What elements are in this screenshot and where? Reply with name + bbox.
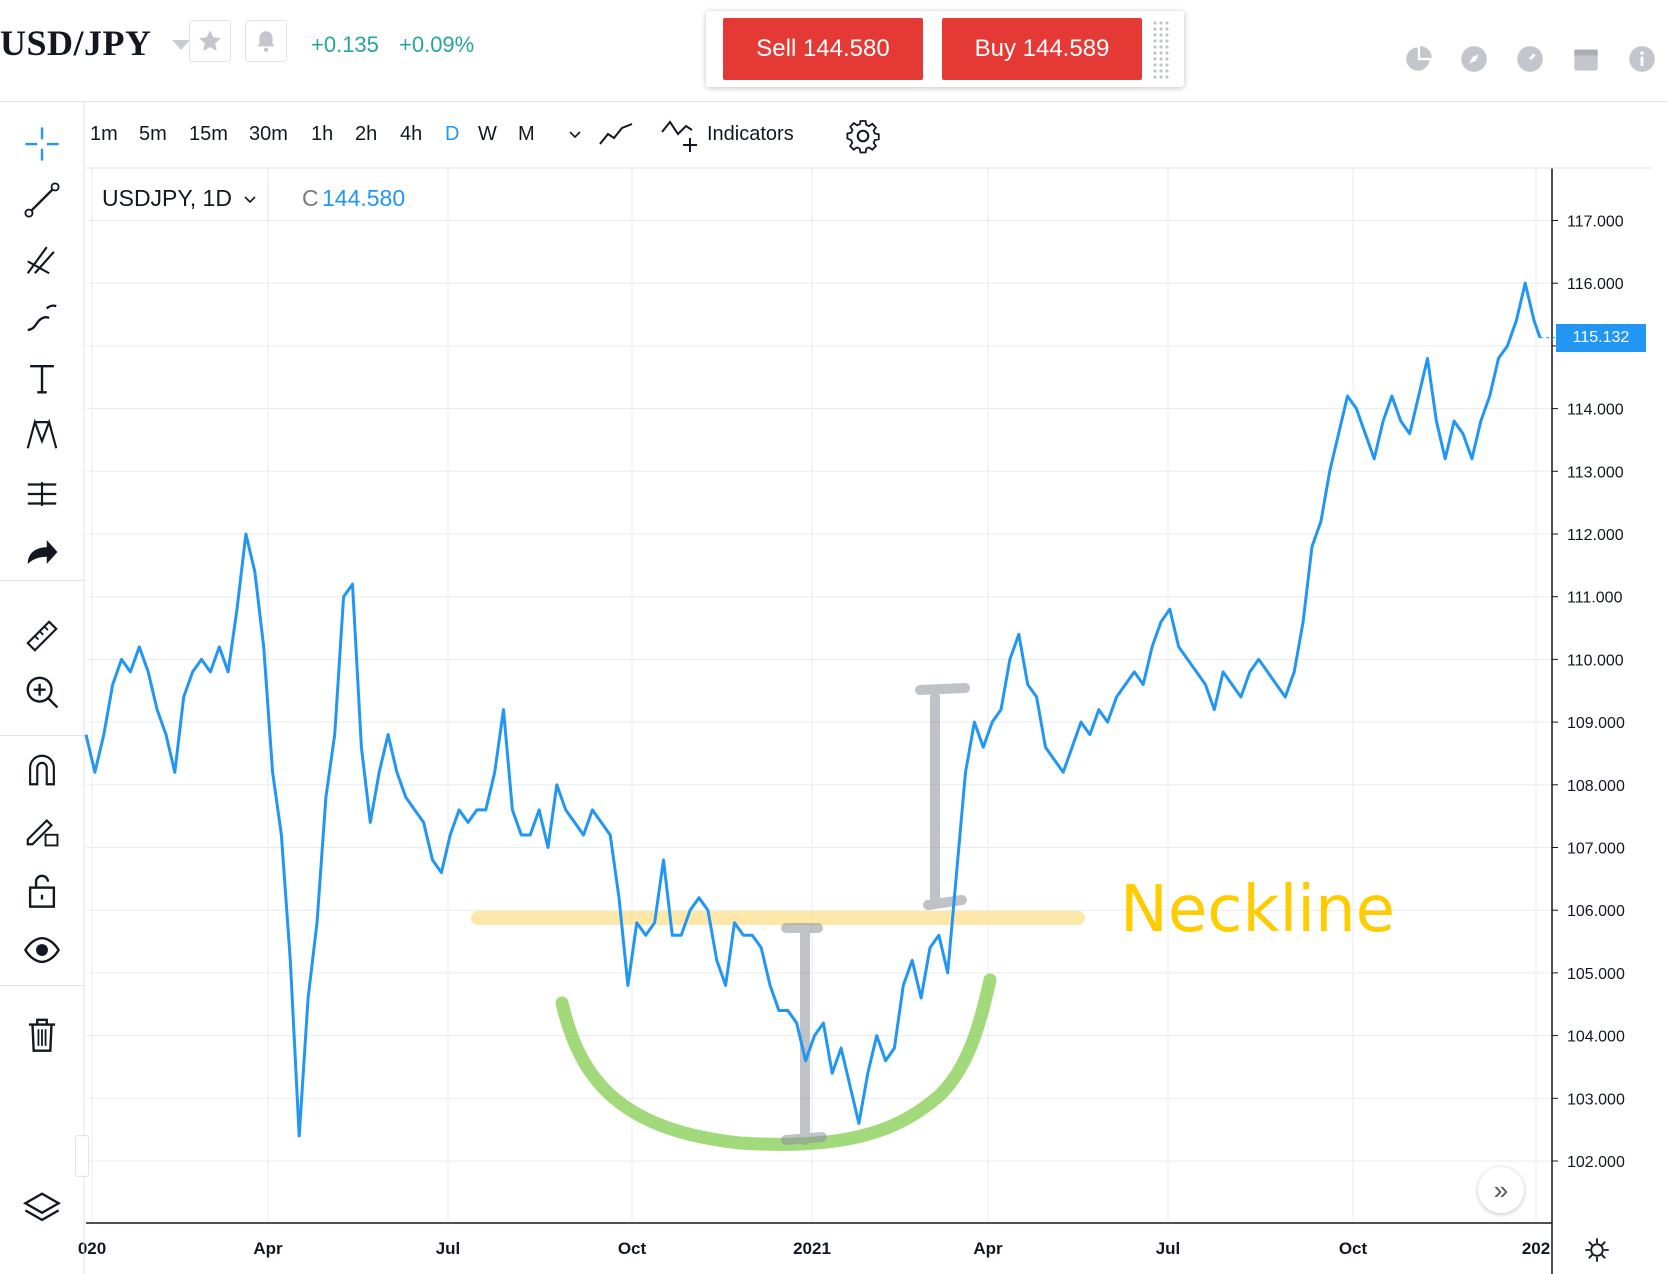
y-tick-label: 114.000 <box>1567 402 1624 419</box>
calendar-icon[interactable] <box>1572 45 1600 78</box>
symbol-dropdown-icon[interactable] <box>172 40 190 50</box>
indicators-icon[interactable] <box>660 118 700 159</box>
change-percent: +0.09% <box>399 32 475 57</box>
toolbar-divider <box>0 735 84 736</box>
trash-icon[interactable] <box>20 1012 64 1056</box>
x-tick-label: Oct <box>618 1239 647 1258</box>
alert-button[interactable] <box>245 20 287 62</box>
y-tick-label: 107.000 <box>1567 841 1625 858</box>
trend-line-icon[interactable] <box>20 178 64 222</box>
eye-icon[interactable] <box>20 928 64 972</box>
y-tick-label: 111.000 <box>1567 590 1623 607</box>
y-tick-label: 108.000 <box>1567 778 1625 795</box>
timeframe-1m[interactable]: 1m <box>90 123 118 145</box>
legend-symbol[interactable]: USDJPY, 1D <box>102 185 232 211</box>
timeframe-5m[interactable]: 5m <box>139 123 167 145</box>
favorite-button[interactable] <box>189 20 231 62</box>
legend-close-value: 144.580 <box>322 185 406 211</box>
y-tick-label: 106.000 <box>1567 903 1625 920</box>
x-tick-label: Apr <box>253 1239 283 1258</box>
depth-measure <box>781 923 827 1145</box>
y-tick-label: 112.000 <box>1567 527 1624 544</box>
x-tick-label: Jul <box>1156 1239 1181 1258</box>
timeframe-15m[interactable]: 15m <box>189 123 228 145</box>
info-icon[interactable] <box>1628 45 1656 78</box>
chevron-down-icon[interactable] <box>567 126 583 147</box>
brush-icon[interactable] <box>20 296 64 340</box>
y-tick-label: 102.000 <box>1567 1154 1625 1171</box>
timeframe-30m[interactable]: 30m <box>249 123 288 145</box>
double-chevron-right-icon: » <box>1493 1174 1509 1205</box>
y-tick-label: 105.000 <box>1567 966 1625 983</box>
text-icon[interactable] <box>20 356 64 400</box>
timeframe-1h[interactable]: 1h <box>311 123 334 145</box>
x-tick-label: 020 <box>78 1239 106 1258</box>
clock-icon[interactable] <box>1516 45 1544 78</box>
pitchfork-icon[interactable] <box>20 237 64 281</box>
y-tick-label: 110.000 <box>1567 652 1624 669</box>
toolbar-divider <box>0 985 84 986</box>
crosshair-icon[interactable] <box>20 122 64 166</box>
ruler-icon[interactable] <box>20 614 64 658</box>
timeframe-2h[interactable]: 2h <box>355 123 378 145</box>
target-measure <box>915 683 970 910</box>
bell-icon <box>257 31 275 52</box>
buy-button[interactable]: Buy 144.589 <box>942 18 1142 80</box>
neckline-annotation[interactable]: Neckline <box>1120 873 1395 947</box>
arrow-icon[interactable] <box>20 530 64 574</box>
drag-handle-icon[interactable] <box>1152 20 1170 80</box>
settings-gear-icon[interactable] <box>845 118 881 159</box>
unlock-icon[interactable] <box>20 868 64 912</box>
zoom-icon[interactable] <box>20 670 64 714</box>
collapse-toolbar-button[interactable] <box>75 1135 89 1177</box>
magnet-icon[interactable] <box>20 748 64 792</box>
layers-icon[interactable] <box>20 1186 64 1230</box>
cup-arc <box>555 973 997 1151</box>
timeframe-w[interactable]: W <box>478 123 497 145</box>
y-tick-label: 103.000 <box>1567 1091 1625 1108</box>
pie-icon[interactable] <box>1405 45 1433 78</box>
pattern-icon[interactable] <box>20 412 64 456</box>
legend-chevron-down-icon[interactable] <box>243 193 257 211</box>
legend-close-label: C <box>302 185 319 211</box>
y-tick-label: 116.000 <box>1567 276 1624 293</box>
scroll-to-realtime-button[interactable]: » <box>1478 1167 1524 1213</box>
chart-style-line-icon[interactable] <box>598 120 634 155</box>
lock-drawing-icon[interactable] <box>20 808 64 852</box>
y-tick-label: 104.000 <box>1567 1029 1625 1046</box>
symbol-title[interactable]: USD/JPY <box>0 23 152 63</box>
price-series-line <box>84 281 1542 1138</box>
sell-button[interactable]: Sell 144.580 <box>723 18 923 80</box>
timeframe-4h[interactable]: 4h <box>400 123 423 145</box>
header-divider <box>0 101 1668 102</box>
y-tick-label: 117.000 <box>1567 214 1624 231</box>
timeframe-m[interactable]: M <box>518 123 535 145</box>
y-tick-label: 113.000 <box>1567 464 1624 481</box>
star-icon <box>199 30 221 51</box>
x-tick-label: Oct <box>1339 1239 1368 1258</box>
y-tick-label: 109.000 <box>1567 715 1625 732</box>
toolbar-divider <box>0 580 84 581</box>
indicators-button[interactable]: Indicators <box>707 123 794 145</box>
timeframe-d[interactable]: D <box>445 123 460 145</box>
x-tick-label: 2021 <box>793 1239 831 1258</box>
x-tick-label: Apr <box>973 1239 1003 1258</box>
compass-icon[interactable] <box>1460 45 1488 78</box>
x-tick-label: 202 <box>1522 1239 1550 1258</box>
axis-settings-icon[interactable] <box>1583 1236 1611 1269</box>
change-absolute: +0.135 <box>311 32 379 57</box>
x-tick-label: Jul <box>436 1239 461 1258</box>
last-price-label: 115.132 <box>1556 323 1646 352</box>
forecast-icon[interactable] <box>20 472 64 516</box>
